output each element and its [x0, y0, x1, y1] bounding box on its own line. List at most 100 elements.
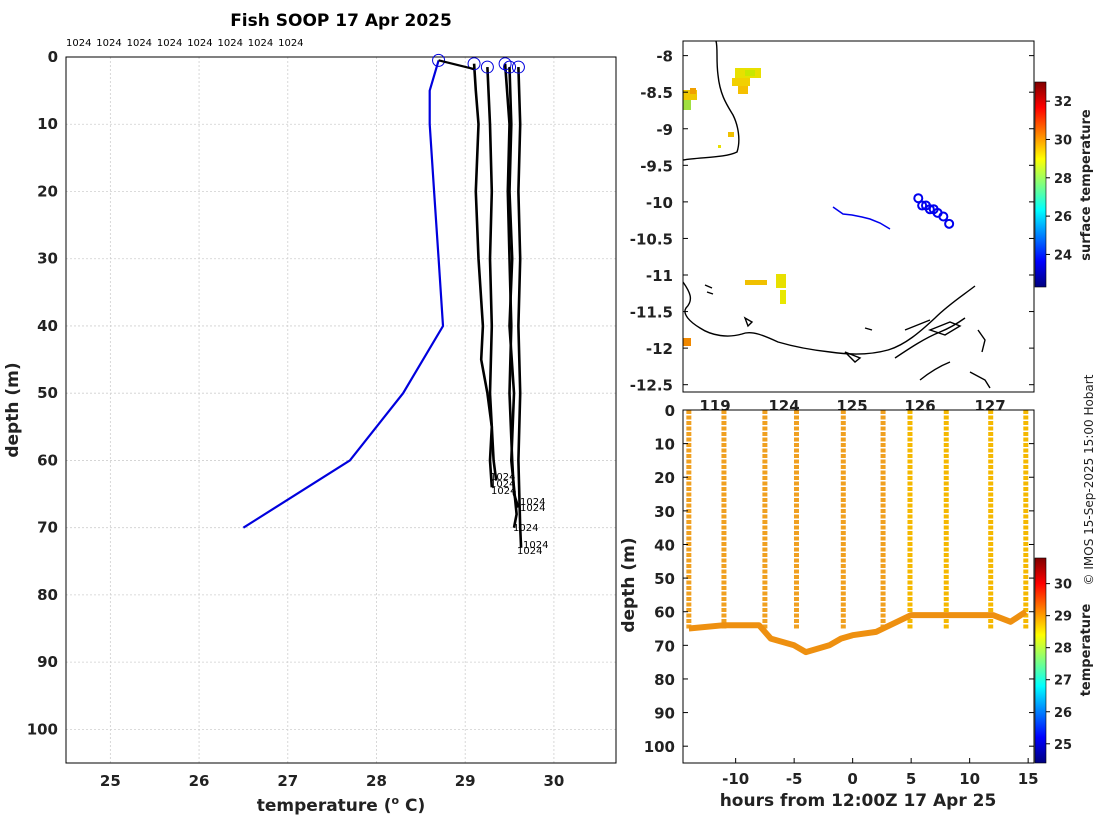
top-label: 1024 [248, 38, 273, 49]
y-tick-label: 80 [37, 586, 58, 604]
end-label: 1024 [517, 546, 542, 557]
y-tick-label: 20 [37, 182, 58, 200]
top-label: 1024 [278, 38, 303, 49]
top-label: 1024 [96, 38, 121, 49]
map-y-tick-label: -10 [646, 194, 673, 212]
top-label: 1024 [66, 38, 91, 49]
end-label: 1024 [520, 497, 545, 508]
y-tick-label: 30 [37, 250, 58, 268]
chart-title: Fish SOOP 17 Apr 2025 [230, 11, 452, 31]
end-label: 1024 [520, 503, 545, 514]
x-tick-label: 28 [366, 772, 387, 790]
y-tick-label: 90 [37, 653, 58, 671]
section-frame [682, 409, 1035, 764]
track-point [913, 193, 924, 204]
end-label: 1024 [490, 472, 515, 483]
map-sst-patches [683, 68, 786, 346]
credit-text: © IMOS 15-Sep-2025 15:00 Hobart [1082, 374, 1096, 585]
map-y-tick-label: -9 [656, 121, 673, 139]
section-y-tick-label: 90 [654, 705, 675, 723]
surface-connector [438, 59, 475, 71]
track-point [944, 218, 955, 229]
x-tick-label: 26 [189, 772, 210, 790]
map-y-tick-label: -12 [646, 340, 673, 358]
series-line [242, 60, 445, 529]
end-label: 1024 [491, 486, 516, 497]
profile-start-marker [511, 60, 525, 74]
left-y-axis-label: depth (m) [3, 362, 23, 457]
section-y-ticks: 0 10 20 30 40 50 60 70 80 90 100 [644, 402, 1034, 756]
section-y-tick-label: 10 [654, 436, 675, 454]
colorbar-tick-label: 32 [1054, 95, 1072, 110]
section-x-ticks: -10 -5 0 5 10 15 [722, 758, 1039, 788]
section-y-tick-label: 70 [654, 637, 675, 655]
section-y-tick-label: 30 [654, 503, 675, 521]
top-label: 1024 [187, 38, 212, 49]
map-y-tick-label: -10.5 [630, 230, 673, 248]
track-point [938, 211, 949, 222]
profile-start-marker [498, 57, 512, 71]
map-y-tick-label: -12.5 [630, 377, 673, 395]
profile-start-marker [432, 53, 446, 67]
map-y-tick-label: -11 [646, 267, 673, 285]
y-tick-label: 10 [37, 115, 58, 133]
end-label: 1024 [523, 540, 548, 551]
section-y-tick-label: 20 [654, 469, 675, 487]
series-line [508, 67, 518, 528]
section-y-tick-label: 80 [654, 671, 675, 689]
section-x-tick-label: 5 [906, 770, 916, 788]
end-label: 1024 [513, 523, 538, 534]
colorbar-tick-label: 28 [1054, 172, 1072, 187]
section-y-axis-label: depth (m) [619, 537, 639, 632]
top-label: 1024 [218, 38, 243, 49]
section-x-tick-label: 0 [847, 770, 857, 788]
section-colorbar: 25 26 27 28 29 30 [1034, 557, 1072, 764]
section-y-tick-label: 60 [654, 604, 675, 622]
colorbar-tick-label: 26 [1054, 210, 1072, 225]
top-labels: 1024 1024 1024 1024 1024 1024 1024 1024 [66, 38, 304, 49]
section-y-tick-label: 0 [665, 402, 675, 420]
x-tick-label: 27 [277, 772, 298, 790]
section-y-tick-label: 40 [654, 536, 675, 554]
left-y-ticks: 0 10 20 30 40 50 60 70 80 90 100 [27, 48, 58, 738]
y-tick-label: 70 [37, 519, 58, 537]
map-frame [682, 40, 1035, 393]
section-x-tick-label: 15 [1018, 770, 1039, 788]
section-background [683, 410, 1034, 763]
colorbar-tick-label: 25 [1054, 738, 1072, 753]
left-grid [66, 56, 616, 763]
section-y-tick-label: 50 [654, 570, 675, 588]
profile-start-marker [503, 60, 517, 74]
left-series [242, 53, 525, 548]
colorbar-tick-label: 24 [1054, 248, 1072, 263]
y-tick-label: 100 [27, 720, 58, 738]
colorbar-tick-label: 27 [1054, 674, 1072, 689]
track-point [924, 204, 935, 215]
track-point [917, 200, 928, 211]
y-tick-label: 40 [37, 317, 58, 335]
colorbar-tick-label: 26 [1054, 706, 1072, 721]
colorbar-tick-label: 28 [1054, 642, 1072, 657]
map-y-ticks: -8 -8.5 -9 -9.5 -10 -10.5 -11 -11.5 -12 -12.5 [630, 48, 1034, 395]
series-line [486, 67, 498, 481]
map-y-tick-label: -8.5 [640, 84, 673, 102]
map-colorbar: 24 26 28 30 32 [1034, 81, 1072, 288]
colorbar-bar [1034, 557, 1047, 764]
map-colorbar-label: surface temperature [1079, 109, 1094, 261]
ship-track [832, 206, 891, 230]
y-tick-label: 60 [37, 451, 58, 469]
profile-start-marker [480, 60, 494, 74]
map-y-tick-label: -8 [656, 48, 673, 66]
top-label: 1024 [127, 38, 152, 49]
map-coastlines [682, 40, 991, 389]
colorbar-bar [1034, 81, 1047, 288]
left-plot-frame [65, 56, 617, 764]
x-tick-label: 30 [543, 772, 564, 790]
map-y-tick-label: -9.5 [640, 157, 673, 175]
profile-start-marker [467, 57, 481, 71]
colorbar-tick-label: 30 [1054, 133, 1072, 148]
x-tick-label: 29 [455, 772, 476, 790]
section-x-axis-label: hours from 12:00Z 17 Apr 25 [720, 791, 997, 811]
